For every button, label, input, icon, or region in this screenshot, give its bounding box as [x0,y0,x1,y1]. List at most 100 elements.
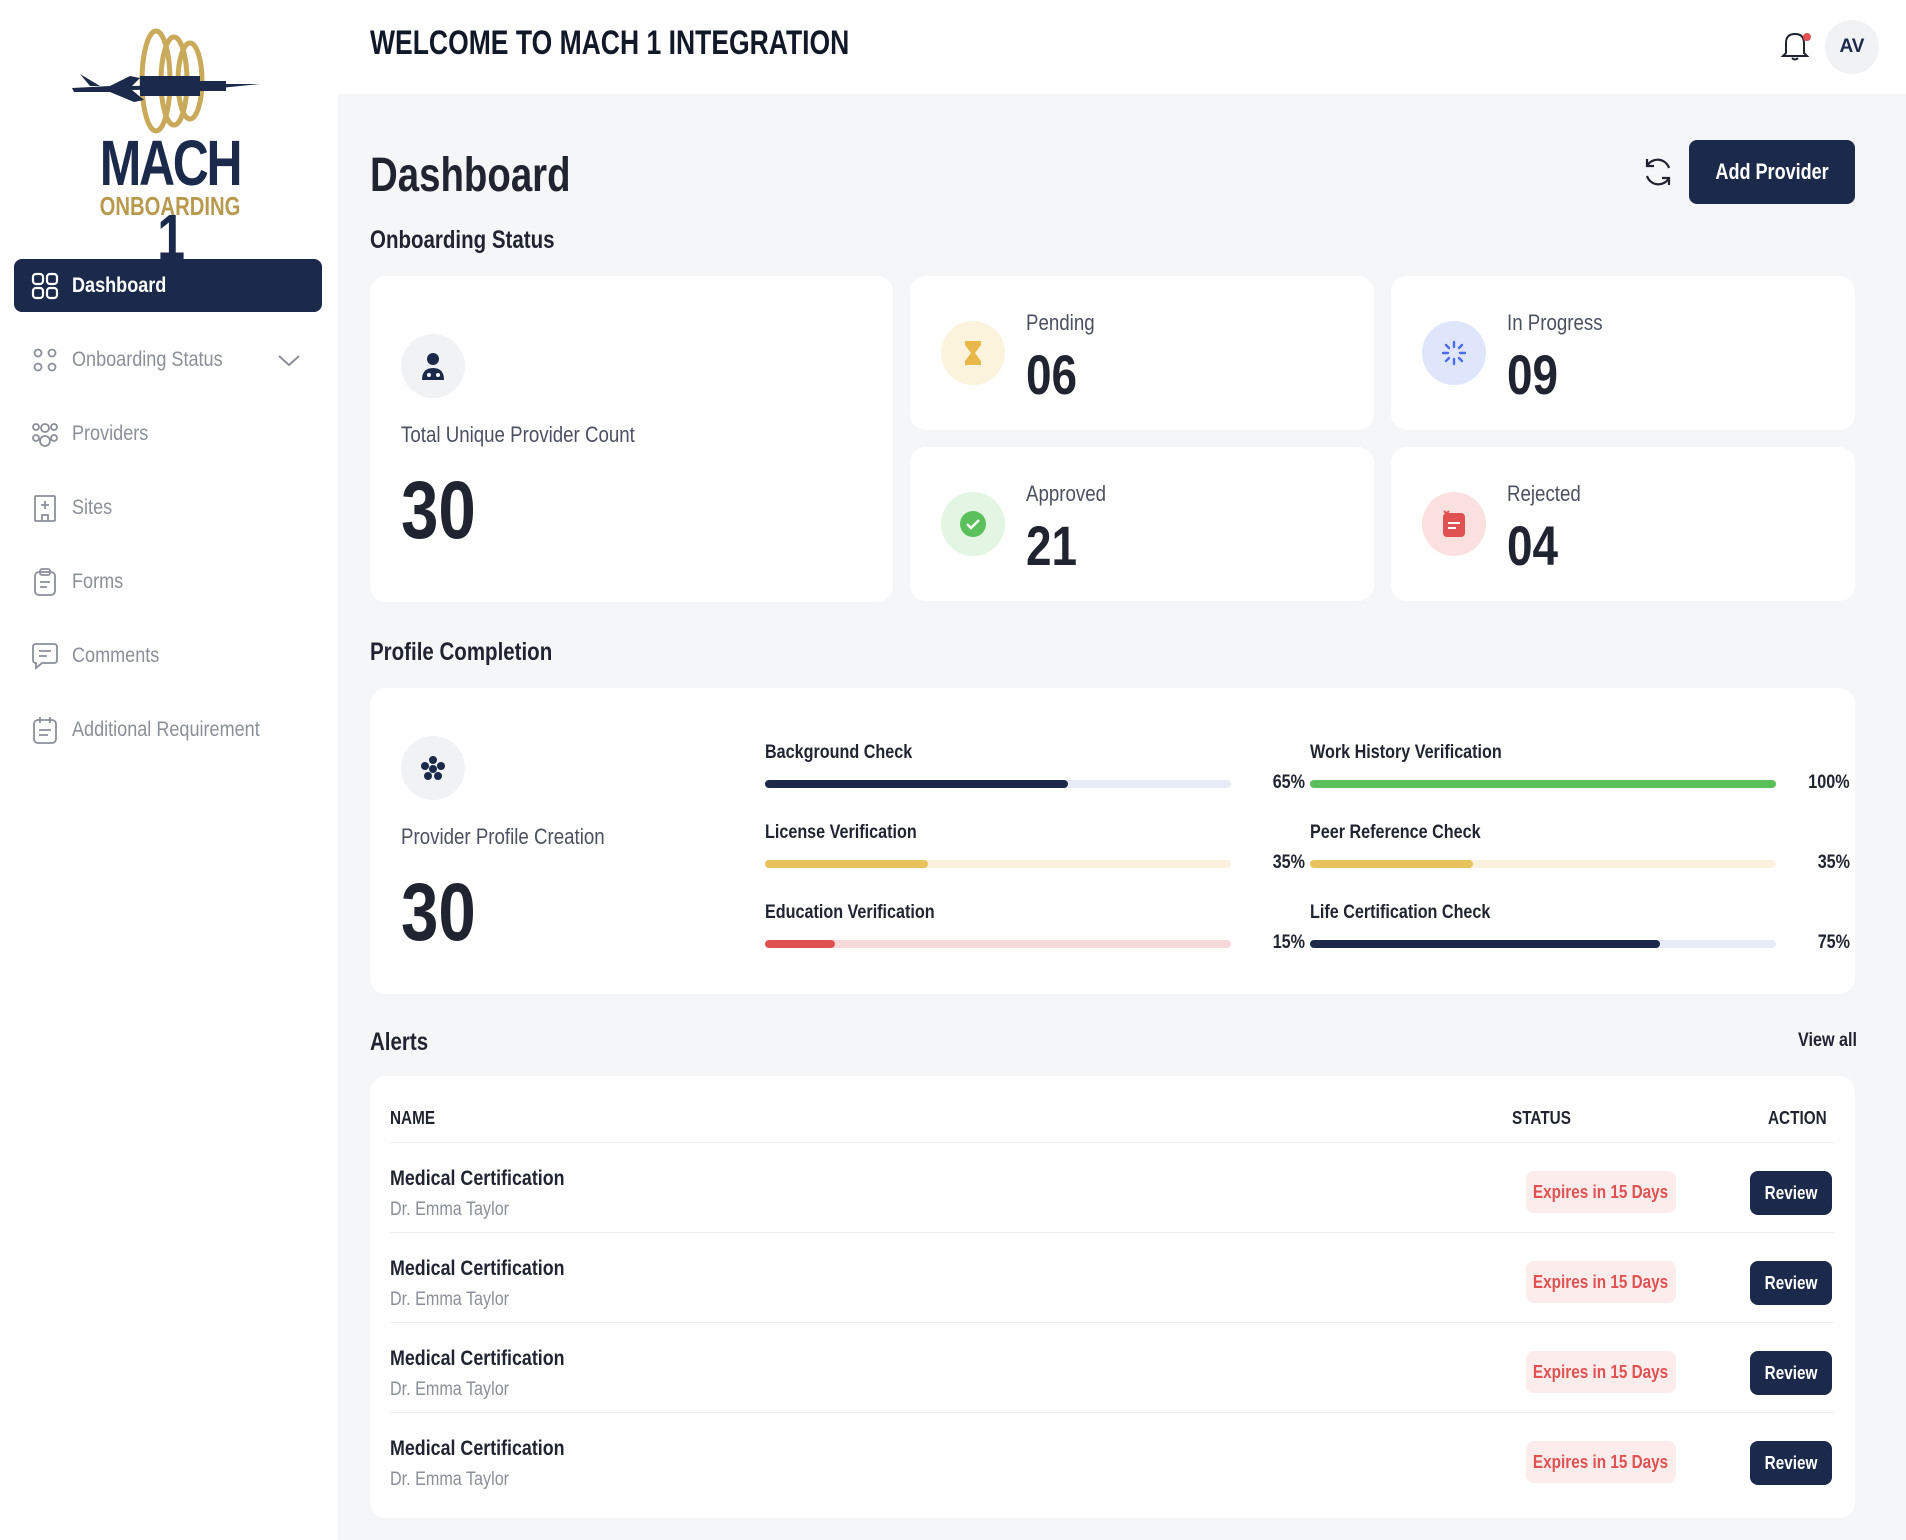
alert-provider-name: Dr. Emma Taylor [390,1379,510,1400]
progress-fill [1310,940,1660,948]
review-button[interactable]: Review [1750,1441,1832,1485]
table-row: Medical Certification Dr. Emma Taylor Expi… [390,1232,1834,1322]
review-button-label: Review [1764,1272,1818,1293]
progress-item: Life Certification Check 75% [1310,902,1850,953]
progress-label: Work History Verification [1310,742,1502,763]
sidebar-nav: Dashboard Onboarding Status Providers [14,259,322,777]
top-bar: WELCOME TO MACH 1 INTEGRATION [338,0,1906,94]
review-button[interactable]: Review [1750,1351,1832,1395]
onboarding-status-title: Onboarding Status [370,226,555,254]
progress-track [765,780,1231,788]
progress-track [765,860,1231,868]
progress-percent: 35% [1272,852,1305,873]
bell-icon[interactable] [1780,28,1810,62]
progress-label: Education Verification [765,902,935,923]
table-row: Medical Certification Dr. Emma Taylor Expi… [390,1412,1834,1502]
sidebar-item-onboarding-status[interactable]: Onboarding Status [14,333,322,386]
progress-percent: 75% [1817,932,1850,953]
add-provider-button[interactable]: Add Provider [1689,140,1855,204]
alert-provider-name: Dr. Emma Taylor [390,1199,510,1220]
brand-subtitle: ONBOARDING [99,191,241,221]
review-button-label: Review [1764,1182,1818,1203]
progress-item: Peer Reference Check 35% [1310,822,1850,873]
loading-icon [1422,321,1486,385]
progress-track [1310,860,1776,868]
progress-percent: 35% [1817,852,1850,873]
progress-track [1310,780,1776,788]
approved-card[interactable]: Approved 21 [910,447,1374,601]
status-badge-text: Expires in 15 Days [1533,1181,1669,1202]
progress-fill [765,860,929,868]
alert-title: Medical Certification [390,1167,565,1190]
status-badge-text: Expires in 15 Days [1533,1271,1669,1292]
column-action-header: ACTION [1768,1108,1827,1128]
sidebar-item-dashboard[interactable]: Dashboard [14,259,322,312]
sidebar-item-label: Forms [72,569,124,593]
sidebar-item-comments[interactable]: Comments [14,629,322,682]
dots-grid-icon [30,345,60,375]
refresh-icon[interactable] [1640,154,1676,190]
progress-percent: 100% [1808,772,1850,793]
brand-title: MACH 1 [99,127,243,273]
sidebar-item-sites[interactable]: Sites [14,481,322,534]
alert-provider-name: Dr. Emma Taylor [390,1469,510,1490]
calendar-list-icon [30,715,60,745]
progress-label: Background Check [765,742,913,763]
review-button[interactable]: Review [1750,1261,1832,1305]
progress-percent: 15% [1272,932,1305,953]
pending-label: Pending [1026,310,1095,335]
users-icon [30,419,60,449]
approved-label: Approved [1026,481,1107,506]
total-provider-card: Total Unique Provider Count 30 [370,276,893,602]
status-badge: Expires in 15 Days [1526,1261,1676,1303]
progress-track [1310,940,1776,948]
in-progress-card[interactable]: In Progress 09 [1391,276,1855,430]
hourglass-icon [941,321,1005,385]
pending-card[interactable]: Pending 06 [910,276,1374,430]
total-provider-value: 30 [401,465,476,556]
status-badge: Expires in 15 Days [1526,1171,1676,1213]
jet-logo-icon [72,28,260,134]
sidebar-item-forms[interactable]: Forms [14,555,322,608]
chevron-down-icon[interactable] [276,347,302,379]
progress-label: License Verification [765,822,917,843]
sidebar: MACH 1 ONBOARDING Dashboard Onboarding S… [0,0,338,1540]
doctor-icon [401,334,465,398]
progress-item: License Verification 35% [765,822,1305,873]
view-all-link[interactable]: View all [1798,1030,1857,1051]
progress-fill [1310,860,1474,868]
review-button[interactable]: Review [1750,1171,1832,1215]
progress-item: Education Verification 15% [765,902,1305,953]
brand-logo[interactable]: MACH 1 ONBOARDING [70,26,270,273]
progress-fill [765,780,1068,788]
sidebar-item-label: Dashboard [72,273,167,297]
avatar[interactable]: AV [1825,20,1879,74]
welcome-title: WELCOME TO MACH 1 INTEGRATION [370,24,850,62]
sidebar-item-label: Comments [72,643,160,667]
alert-title: Medical Certification [390,1257,565,1280]
profile-creation-label: Provider Profile Creation [401,824,605,849]
sidebar-item-additional-requirement[interactable]: Additional Requirement [14,703,322,756]
rejected-card[interactable]: Rejected 04 [1391,447,1855,601]
progress-label: Life Certification Check [1310,902,1491,923]
progress-track [765,940,1231,948]
alert-provider-name: Dr. Emma Taylor [390,1289,510,1310]
sidebar-item-label: Providers [72,421,149,445]
sidebar-item-label: Sites [72,495,113,519]
alert-title: Medical Certification [390,1347,565,1370]
alert-title: Medical Certification [390,1437,565,1460]
status-badge-text: Expires in 15 Days [1533,1451,1669,1472]
profile-dots-icon [401,736,465,800]
column-status-header: STATUS [1512,1108,1571,1128]
building-icon [30,493,60,523]
status-badge: Expires in 15 Days [1526,1351,1676,1393]
progress-fill [1310,780,1776,788]
progress-label: Peer Reference Check [1310,822,1481,843]
sidebar-item-providers[interactable]: Providers [14,407,322,460]
approved-value: 21 [1026,514,1078,577]
table-row: Medical Certification Dr. Emma Taylor Expi… [390,1322,1834,1412]
grid-icon [30,271,60,301]
review-button-label: Review [1764,1452,1818,1473]
progress-fill [765,940,835,948]
clipboard-icon [30,567,60,597]
